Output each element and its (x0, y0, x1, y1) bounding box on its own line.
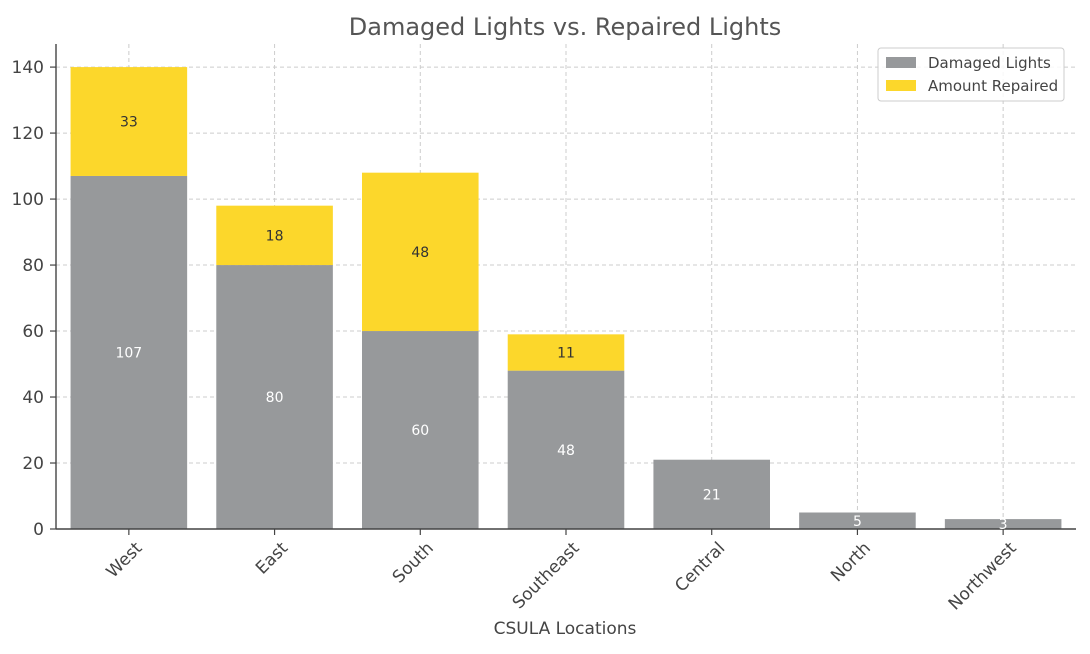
x-tick-label-west: West (103, 538, 147, 582)
x-tick-label-east: East (252, 538, 292, 578)
data-label-damaged-lights-central: 21 (703, 487, 721, 503)
data-label-amount-repaired-east: 18 (266, 228, 284, 244)
x-tick-label-south: South (389, 538, 438, 587)
bar-damaged-lights-northwest (944, 519, 1062, 529)
legend-swatch-amount-repaired (886, 80, 916, 91)
data-label-amount-repaired-south: 48 (411, 245, 429, 261)
legend-swatch-damaged-lights (886, 57, 916, 68)
data-label-damaged-lights-southeast: 48 (557, 443, 575, 459)
chart-title: Damaged Lights vs. Repaired Lights (349, 13, 781, 41)
legend-label-amount-repaired: Amount Repaired (928, 77, 1058, 95)
x-axis-label: CSULA Locations (494, 619, 637, 639)
bars-layer (70, 67, 1062, 530)
bar-damaged-lights-west (70, 175, 188, 530)
bar-damaged-lights-southeast (507, 370, 625, 529)
x-tick-label-north: North (827, 538, 875, 586)
data-label-damaged-lights-north: 5 (853, 514, 862, 530)
y-tick-label-0: 0 (33, 520, 44, 540)
legend-label-damaged-lights: Damaged Lights (928, 54, 1051, 72)
bar-damaged-lights-east (216, 265, 333, 529)
data-labels-layer: 107 33 80 18 60 48 48 11 21 5 3 (115, 115, 1007, 534)
bar-amount-repaired-west (70, 67, 188, 176)
data-label-damaged-lights-west: 107 (115, 345, 142, 361)
bar-damaged-lights-central (653, 459, 770, 529)
y-tick-label-100: 100 (12, 190, 44, 210)
bar-damaged-lights-south (362, 331, 479, 529)
legend-frame (877, 47, 1065, 102)
y-tick-label-120: 120 (12, 124, 44, 144)
data-label-damaged-lights-east: 80 (266, 390, 284, 406)
y-tick-label-80: 80 (22, 256, 44, 276)
y-tick-label-140: 140 (12, 58, 44, 78)
legend: Damaged Lights Amount Repaired (877, 47, 1065, 102)
y-tick-label-60: 60 (22, 322, 44, 342)
bar-amount-repaired-south (362, 172, 479, 332)
x-tick-label-northwest: Northwest (945, 538, 1021, 614)
bar-amount-repaired-east (216, 205, 333, 266)
data-label-damaged-lights-northwest: 3 (999, 517, 1008, 533)
data-label-amount-repaired-west: 33 (120, 115, 138, 131)
bar-amount-repaired-southeast (507, 334, 625, 371)
x-tick-label-central: Central (671, 538, 729, 596)
data-label-amount-repaired-southeast: 11 (557, 345, 575, 361)
x-tick-label-southeast: Southeast (509, 538, 584, 613)
y-tick-label-20: 20 (22, 454, 44, 474)
bar-damaged-lights-north (799, 512, 916, 529)
data-label-damaged-lights-south: 60 (411, 423, 429, 439)
y-tick-label-40: 40 (22, 388, 44, 408)
